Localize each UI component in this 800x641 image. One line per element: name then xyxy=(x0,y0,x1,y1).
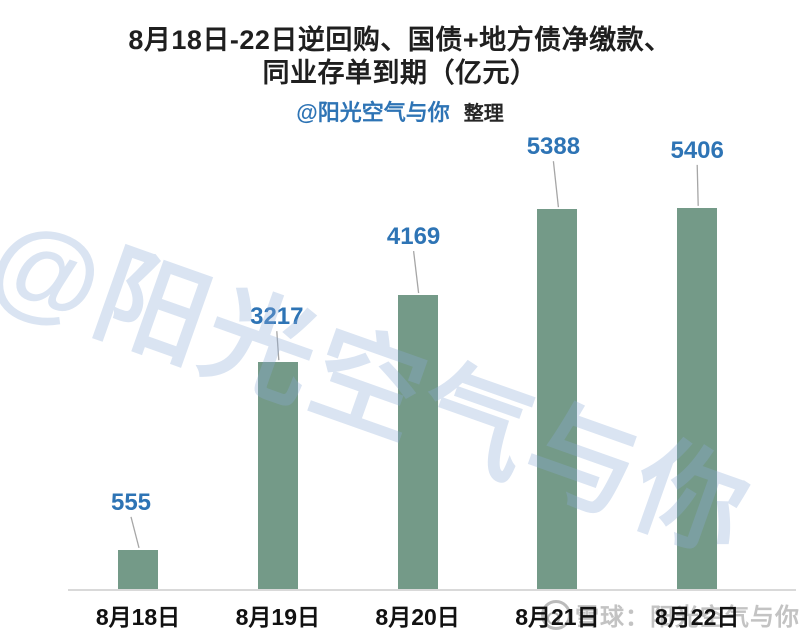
axis-label: 8月19日 xyxy=(235,604,320,630)
value-label: 5388 xyxy=(526,133,581,161)
chart-title-line1: 8月18日-22日逆回购、国债+地方债净缴款、 xyxy=(128,25,672,55)
value-label: 5406 xyxy=(670,136,724,164)
value-label: 3217 xyxy=(250,303,304,331)
axis-label: 8月22日 xyxy=(655,604,740,630)
axis-label: 8月20日 xyxy=(375,604,460,630)
axis-label: 8月18日 xyxy=(95,604,181,630)
author-handle: @阳光空气与你 xyxy=(296,100,450,125)
credit-suffix: 整理 xyxy=(463,103,504,125)
bar-8月22日 xyxy=(677,207,718,589)
chart-header: 8月18日-22日逆回购、国债+地方债净缴款、 同业存单到期（亿元） @阳光空气… xyxy=(0,24,800,127)
x-axis-line xyxy=(68,589,796,591)
chart-title-line2: 同业存单到期（亿元） xyxy=(262,58,538,88)
value-label: 555 xyxy=(110,488,152,516)
value-label: 4169 xyxy=(386,223,441,251)
bar-8月20日 xyxy=(397,295,438,589)
bar-8月18日 xyxy=(118,549,158,589)
axis-label: 8月21日 xyxy=(515,604,600,630)
chart-credit: @阳光空气与你 整理 xyxy=(0,95,800,127)
bar-8月21日 xyxy=(537,209,578,589)
bar-8月19日 xyxy=(257,362,298,589)
